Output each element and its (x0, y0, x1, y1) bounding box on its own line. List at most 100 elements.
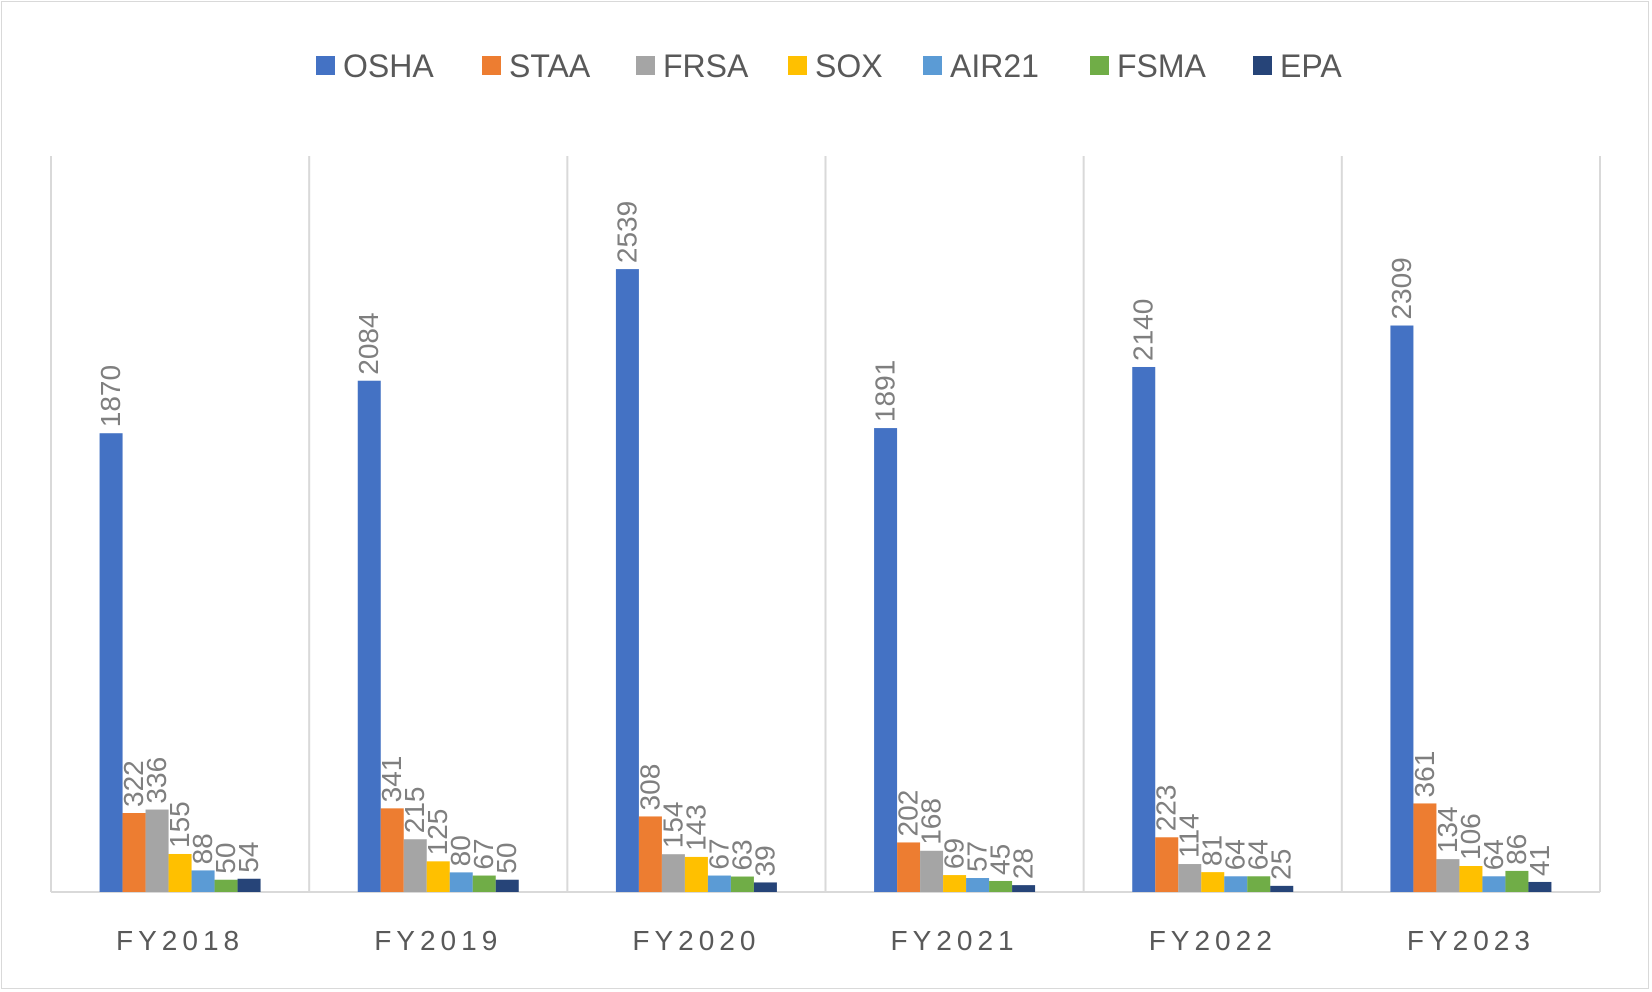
bar-air21-fy2023 (1482, 876, 1506, 892)
bar-frsa-fy2019 (403, 839, 427, 892)
bar-frsa-fy2020 (661, 854, 685, 892)
gridlines (50, 156, 1601, 893)
bar-osha-fy2022 (1132, 366, 1156, 892)
data-label-fsma-fy2022: 64 (1243, 839, 1274, 870)
legend-swatch-epa (1253, 56, 1272, 75)
data-label-epa-fy2020: 39 (749, 845, 780, 876)
data-label-sox-fy2019: 125 (422, 809, 453, 856)
bar-staa-fy2018 (122, 813, 146, 892)
legend-label-staa: STAA (509, 48, 591, 84)
data-label-frsa-fy2019: 215 (399, 787, 430, 834)
legend-swatch-frsa (636, 56, 655, 75)
bar-sox-fy2020 (684, 856, 708, 892)
data-label-sox-fy2021: 69 (939, 838, 970, 869)
data-label-fsma-fy2021: 45 (985, 844, 1016, 875)
bar-staa-fy2020 (638, 816, 662, 892)
bar-frsa-fy2022 (1178, 864, 1202, 892)
bar-frsa-fy2021 (920, 850, 944, 892)
bar-epa-fy2022 (1270, 885, 1294, 892)
bar-fsma-fy2021 (989, 880, 1013, 892)
bar-fsma-fy2022 (1247, 876, 1271, 892)
bar-staa-fy2019 (380, 808, 404, 892)
x-tick-label: FY2022 (1149, 925, 1277, 956)
bar-epa-fy2019 (495, 879, 519, 892)
bar-osha-fy2020 (615, 269, 639, 893)
legend-swatch-staa (482, 56, 501, 75)
bar-fsma-fy2023 (1505, 870, 1529, 892)
bar-air21-fy2021 (966, 878, 990, 892)
data-label-fsma-fy2018: 50 (210, 843, 241, 874)
data-label-staa-fy2023: 361 (1409, 751, 1440, 798)
bars (99, 269, 1552, 893)
x-tick-label: FY2023 (1407, 925, 1535, 956)
data-label-staa-fy2018: 322 (118, 760, 149, 807)
bar-staa-fy2021 (897, 842, 921, 892)
legend-swatch-fsma (1090, 56, 1109, 75)
data-label-osha-fy2018: 1870 (95, 365, 126, 427)
bar-sox-fy2019 (426, 861, 450, 892)
bar-fsma-fy2020 (730, 876, 754, 892)
bar-sox-fy2023 (1459, 865, 1483, 892)
data-label-sox-fy2020: 143 (680, 804, 711, 851)
data-label-sox-fy2023: 106 (1455, 813, 1486, 860)
bar-osha-fy2018 (99, 433, 123, 892)
data-label-staa-fy2020: 308 (634, 764, 665, 811)
data-label-air21-fy2019: 80 (445, 835, 476, 866)
bar-epa-fy2023 (1528, 881, 1552, 892)
data-label-epa-fy2019: 50 (491, 843, 522, 874)
bar-sox-fy2022 (1201, 872, 1225, 892)
bar-sox-fy2021 (943, 875, 967, 892)
bar-osha-fy2021 (874, 428, 898, 892)
bar-air21-fy2022 (1224, 876, 1248, 892)
data-label-air21-fy2023: 64 (1478, 839, 1509, 870)
bar-fsma-fy2018 (214, 879, 238, 892)
bar-epa-fy2021 (1012, 885, 1036, 892)
data-label-epa-fy2018: 54 (233, 842, 264, 873)
bar-fsma-fy2019 (472, 875, 496, 892)
legend-label-sox: SOX (815, 48, 883, 84)
data-label-air21-fy2020: 67 (703, 838, 734, 869)
data-label-epa-fy2021: 28 (1008, 848, 1039, 879)
data-label-frsa-fy2023: 134 (1432, 806, 1463, 853)
x-tick-label: FY2020 (632, 925, 760, 956)
data-label-fsma-fy2020: 63 (726, 839, 757, 870)
data-label-osha-fy2020: 2539 (611, 201, 642, 263)
bar-air21-fy2018 (191, 870, 215, 892)
data-label-staa-fy2022: 223 (1151, 785, 1182, 832)
data-label-air21-fy2021: 57 (962, 841, 993, 872)
data-label-osha-fy2023: 2309 (1386, 257, 1417, 319)
legend-swatch-air21 (923, 56, 942, 75)
data-label-fsma-fy2019: 67 (468, 838, 499, 869)
bar-sox-fy2018 (168, 853, 192, 892)
x-tick-label: FY2018 (116, 925, 244, 956)
legend-label-osha: OSHA (343, 48, 434, 84)
data-label-air21-fy2018: 88 (187, 833, 218, 864)
data-label-frsa-fy2021: 168 (916, 798, 947, 845)
data-labels: 1870322336155885054208434121512580675025… (95, 201, 1555, 880)
data-label-sox-fy2018: 155 (164, 801, 195, 848)
data-label-epa-fy2022: 25 (1266, 849, 1297, 880)
data-label-staa-fy2021: 202 (893, 790, 924, 837)
data-label-epa-fy2023: 41 (1524, 845, 1555, 876)
bar-epa-fy2018 (237, 878, 261, 892)
data-label-air21-fy2022: 64 (1220, 839, 1251, 870)
legend: OSHA STAA FRSA SOX AIR21 FSMA EPA (316, 48, 1342, 84)
bar-osha-fy2019 (357, 380, 381, 892)
legend-swatch-osha (316, 56, 335, 75)
legend-label-frsa: FRSA (663, 48, 749, 84)
data-label-osha-fy2021: 1891 (870, 360, 901, 422)
data-label-osha-fy2019: 2084 (353, 312, 384, 374)
bar-epa-fy2020 (753, 882, 777, 892)
x-tick-label: FY2019 (374, 925, 502, 956)
legend-swatch-sox (788, 56, 807, 75)
data-label-sox-fy2022: 81 (1197, 835, 1228, 866)
legend-label-air21: AIR21 (950, 48, 1039, 84)
data-label-osha-fy2022: 2140 (1128, 299, 1159, 361)
legend-label-fsma: FSMA (1117, 48, 1207, 84)
bar-air21-fy2019 (449, 872, 473, 892)
bar-staa-fy2023 (1413, 803, 1437, 892)
data-label-frsa-fy2018: 336 (141, 757, 172, 804)
data-label-staa-fy2019: 341 (376, 756, 407, 803)
